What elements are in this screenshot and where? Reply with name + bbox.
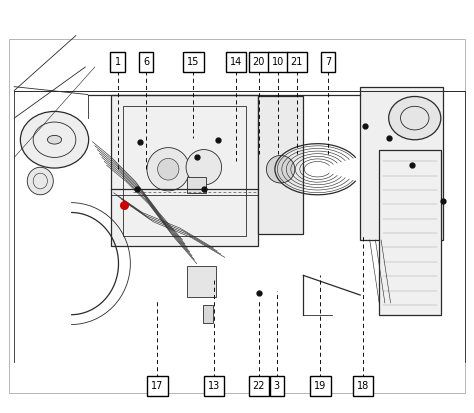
Text: 15: 15: [187, 57, 200, 67]
Text: 1: 1: [115, 57, 120, 67]
FancyBboxPatch shape: [139, 52, 153, 72]
Text: 10: 10: [272, 57, 284, 67]
Text: 7: 7: [325, 57, 331, 67]
Ellipse shape: [47, 135, 62, 144]
FancyBboxPatch shape: [183, 52, 203, 72]
FancyBboxPatch shape: [267, 52, 288, 72]
Bar: [187, 266, 216, 297]
Text: 3: 3: [274, 381, 280, 391]
Bar: [360, 87, 443, 240]
Circle shape: [20, 112, 89, 168]
Text: 21: 21: [291, 57, 303, 67]
Bar: [379, 150, 441, 315]
FancyBboxPatch shape: [110, 52, 125, 72]
FancyBboxPatch shape: [204, 376, 224, 396]
Text: 17: 17: [151, 381, 164, 391]
Bar: [203, 305, 213, 323]
FancyBboxPatch shape: [310, 376, 331, 396]
Ellipse shape: [27, 167, 53, 195]
Text: 6   Engine coolant temperature (ECT) sensor: 6 Engine coolant temperature (ECT) senso…: [6, 5, 301, 17]
Bar: [187, 177, 206, 193]
Text: 14: 14: [230, 57, 242, 67]
Ellipse shape: [186, 150, 221, 185]
FancyBboxPatch shape: [286, 52, 307, 72]
Circle shape: [389, 97, 441, 140]
Ellipse shape: [157, 159, 179, 180]
FancyBboxPatch shape: [321, 52, 335, 72]
Text: 20: 20: [253, 57, 265, 67]
FancyBboxPatch shape: [353, 376, 374, 396]
FancyBboxPatch shape: [226, 52, 246, 72]
Bar: [111, 95, 258, 246]
FancyBboxPatch shape: [147, 376, 168, 396]
Text: 22: 22: [253, 381, 265, 391]
Text: 18: 18: [357, 381, 369, 391]
Text: 19: 19: [314, 381, 327, 391]
Bar: [123, 106, 246, 236]
Ellipse shape: [147, 147, 190, 191]
FancyBboxPatch shape: [248, 376, 269, 396]
Ellipse shape: [266, 155, 295, 183]
FancyBboxPatch shape: [270, 376, 284, 396]
FancyBboxPatch shape: [248, 52, 269, 72]
Text: 6: 6: [143, 57, 149, 67]
Bar: [258, 97, 303, 234]
Text: 13: 13: [208, 381, 220, 391]
